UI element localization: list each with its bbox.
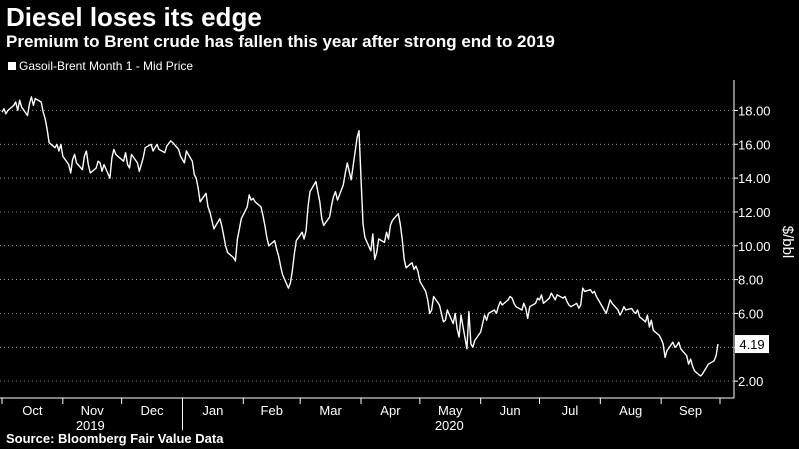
- x-tick-label: Jun: [500, 403, 521, 418]
- last-value-label: 4.19: [739, 337, 764, 352]
- chart-title: Diesel loses its edge: [6, 2, 262, 32]
- series-line-gasoil-brent: [1, 96, 719, 377]
- y-axis-title: $/bbl: [779, 226, 796, 259]
- x-tick-label: Jul: [562, 403, 579, 418]
- x-tick-label: Aug: [619, 403, 642, 418]
- legend-swatch: [8, 62, 16, 70]
- x-tick-label: May: [438, 403, 463, 418]
- y-tick-label: 12.00: [738, 205, 771, 220]
- y-tick-label: 16.00: [738, 137, 771, 152]
- y-axis-grid: 2.004.006.008.0010.0012.0014.0016.0018.0…: [0, 103, 771, 389]
- x-year-label: 2020: [435, 418, 464, 433]
- last-value-box: [735, 335, 769, 354]
- last-value-marker: 4.19: [735, 335, 769, 354]
- x-axis: Oct Nov Dec Jan Feb Mar Apr May Jun Jul Aug Sep 2019…: [1, 398, 721, 433]
- x-tick-label: Jan: [202, 403, 223, 418]
- x-year-label: 2019: [76, 418, 105, 433]
- y-tick-label: 18.00: [738, 103, 771, 118]
- x-tick-label: Feb: [261, 403, 283, 418]
- source-note: Source: Bloomberg Fair Value Data: [6, 431, 224, 446]
- x-tick-label: Oct: [22, 403, 43, 418]
- y-tick-label: 2.00: [738, 374, 763, 389]
- x-tick-label: Sep: [679, 403, 702, 418]
- x-tick-label: Nov: [81, 403, 105, 418]
- x-tick-label: Dec: [141, 403, 165, 418]
- x-tick-label: Apr: [380, 403, 401, 418]
- y-tick-label: 14.00: [738, 171, 771, 186]
- x-tick-label: Mar: [319, 403, 342, 418]
- chart-subtitle: Premium to Brent crude has fallen this y…: [6, 32, 555, 51]
- legend-label: Gasoil-Brent Month 1 - Mid Price: [19, 59, 193, 73]
- y-tick-label: 10.00: [738, 239, 771, 254]
- y-tick-label: 8.00: [738, 273, 763, 288]
- y-tick-label: 6.00: [738, 306, 763, 321]
